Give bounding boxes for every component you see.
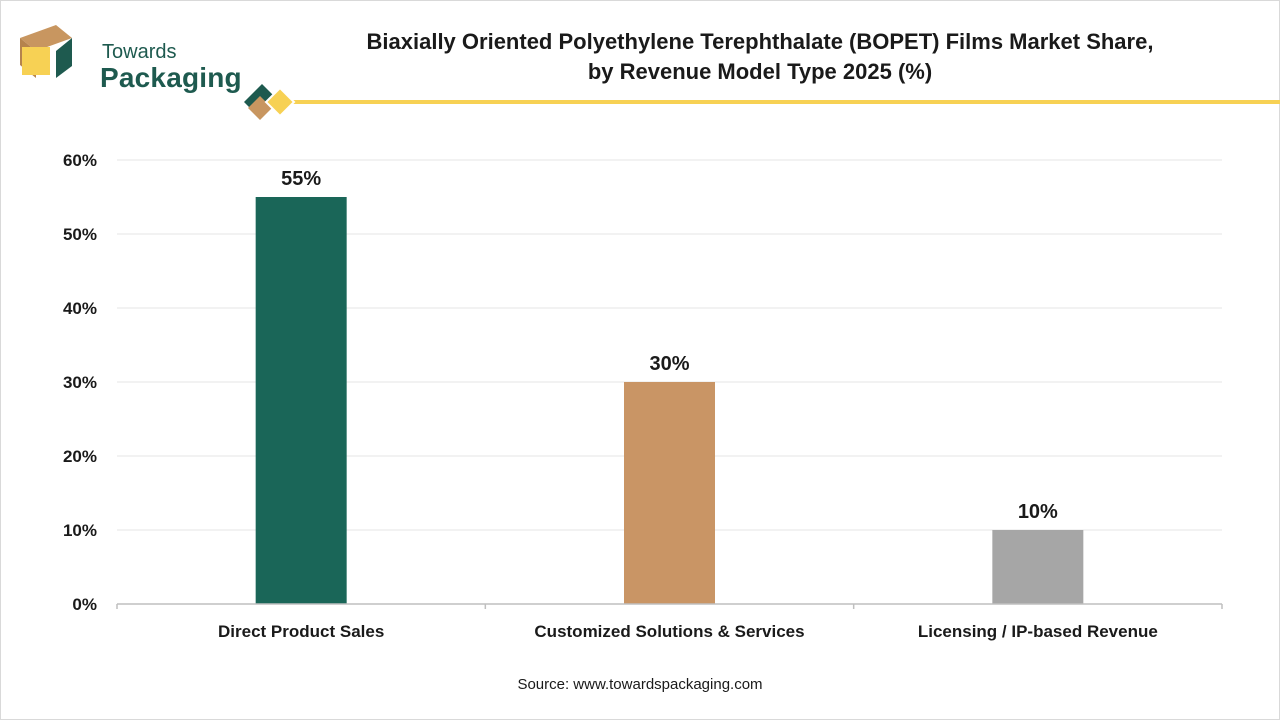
- data-label: 30%: [649, 353, 689, 375]
- bar: [255, 197, 347, 604]
- x-tick-label: Direct Product Sales: [218, 622, 384, 641]
- y-axis-tick-labels: 0% 10% 20% 30% 40% 50% 60%: [63, 151, 97, 614]
- bar: [992, 530, 1084, 604]
- source-note: Source: www.towardspackaging.com: [0, 676, 1280, 693]
- chart-title: Biaxially Oriented Polyethylene Terephth…: [300, 27, 1220, 87]
- data-label: 10%: [1018, 501, 1058, 523]
- x-axis-tick-labels: Direct Product Sales Customized Solutions…: [218, 622, 1158, 641]
- data-labels: 55% 30% 10%: [281, 168, 1058, 523]
- y-tick-label: 0%: [72, 595, 97, 614]
- source-text: Source: www.towardspackaging.com: [517, 676, 763, 693]
- x-axis: [116, 603, 1223, 609]
- y-tick-label: 40%: [63, 299, 97, 318]
- box-logo-icon: [20, 25, 72, 78]
- y-tick-label: 10%: [63, 521, 97, 540]
- yellow-diamond-icon: [264, 86, 296, 118]
- data-label: 55%: [281, 168, 321, 190]
- towards-packaging-logo: Towards Packaging: [16, 20, 242, 93]
- title-underline-decoration: [244, 84, 1280, 120]
- y-tick-label: 20%: [63, 447, 97, 466]
- bar: [624, 382, 715, 604]
- x-tick-label: Licensing / IP-based Revenue: [918, 622, 1158, 641]
- logo-text-packaging: Packaging: [100, 62, 242, 93]
- x-tick-label: Customized Solutions & Services: [534, 622, 804, 641]
- bars: [255, 197, 1084, 604]
- y-tick-label: 30%: [63, 373, 97, 392]
- logo-text-towards: Towards: [102, 41, 177, 63]
- chart-title-line-2: by Revenue Model Type 2025 (%): [587, 59, 933, 84]
- y-tick-label: 50%: [63, 225, 97, 244]
- y-tick-label: 60%: [63, 151, 97, 170]
- chart-title-line-1: Biaxially Oriented Polyethylene Terephth…: [366, 29, 1154, 54]
